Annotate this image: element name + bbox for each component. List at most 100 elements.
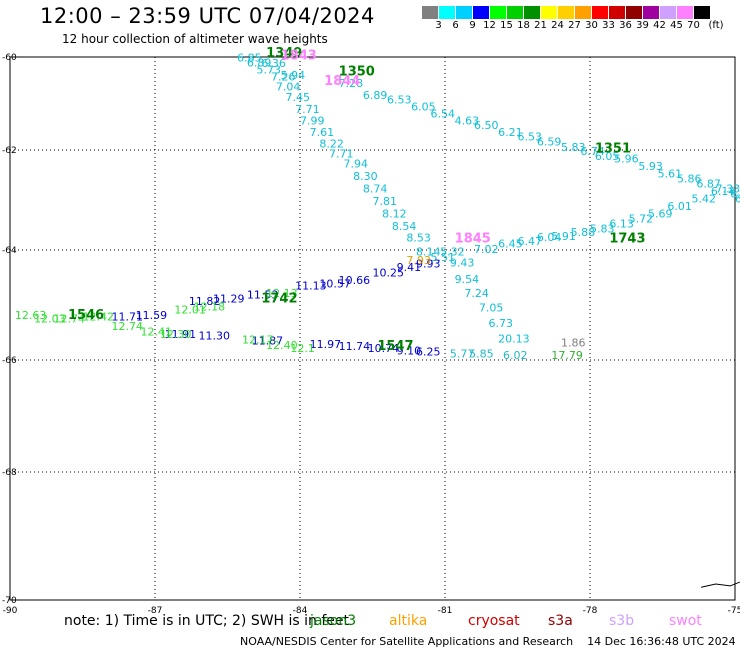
wave-height-value: 6.36	[261, 57, 286, 70]
wave-height-value: 5.94	[281, 69, 306, 82]
wave-height-value: 17.79	[551, 349, 583, 362]
wave-height-value: 10.25	[373, 266, 405, 279]
wave-height-value: 12.40	[266, 339, 298, 352]
pass-time-label: 1843	[281, 48, 317, 63]
x-tick-label: -81	[438, 606, 453, 616]
wave-height-value: 5.85	[469, 347, 494, 360]
wave-height-value: 9.43	[450, 257, 475, 270]
legend-value: 39	[636, 20, 649, 31]
legend-labels: 3 6 9 12 15 18 21 24 27 30 33 36 39 42 45 70 (ft)	[422, 19, 723, 33]
y-tick-label: -68	[2, 468, 17, 478]
wave-height-value: 6.50	[474, 119, 499, 132]
satellite-label: swot	[669, 613, 702, 629]
wave-height-value: 12.41	[141, 325, 173, 338]
wave-height-value: 11.13	[295, 280, 327, 293]
legend-swatch	[677, 6, 694, 19]
pass-time-label: 1743	[609, 232, 645, 247]
wave-height-value: 5.88	[571, 226, 596, 239]
legend-value: 21	[534, 20, 547, 31]
wave-height-value: 6.47	[518, 235, 543, 248]
wave-height-value: 7.93	[406, 254, 431, 267]
satellite-label: jason3	[310, 613, 357, 629]
legend-value: 27	[568, 20, 581, 31]
y-tick-label: -64	[2, 246, 17, 256]
pass-time-label: 1546	[68, 308, 104, 323]
wave-height-value: 7.71	[295, 103, 320, 116]
wave-height-value: 6.05	[595, 150, 620, 163]
wave-height-value: 5.69	[648, 208, 673, 221]
legend-value: 45	[670, 20, 683, 31]
wave-height-value: 11.59	[136, 309, 168, 322]
legend-value: 9	[469, 20, 476, 31]
legend-swatch	[575, 6, 592, 19]
wave-height-value: 7.81	[373, 195, 398, 208]
wave-height-value: 4.63	[455, 114, 480, 127]
page-subtitle: 12 hour collection of altimeter wave hei…	[62, 32, 328, 46]
pass-time-label: 1350	[339, 65, 375, 80]
wave-height-value: 8.30	[353, 170, 378, 183]
wave-height-value: 6.74	[580, 145, 605, 158]
legend-value: 15	[500, 20, 513, 31]
wave-height-value: 8.53	[406, 232, 431, 245]
wave-height-value: 7.24	[464, 287, 489, 300]
y-tick-label: -66	[2, 356, 17, 366]
wave-height-value: 7.26	[271, 70, 296, 83]
wave-height-value: 6.25	[416, 346, 441, 359]
legend-swatch	[524, 6, 541, 19]
satellite-label: s3b	[609, 613, 635, 629]
legend-value: 70	[687, 20, 700, 31]
wave-height-value: 11.97	[310, 338, 342, 351]
wave-height-value: 6.0	[735, 193, 740, 206]
wave-height-value: 9.41	[397, 261, 422, 274]
wave-height-value: 6.87	[696, 178, 721, 191]
wave-height-value: 6.13	[609, 218, 634, 231]
wave-height-value: 12.74	[54, 313, 86, 326]
wave-height-value: 7.33	[716, 183, 740, 196]
pass-time-label: 1845	[455, 232, 491, 247]
map-frame	[9, 56, 736, 601]
wave-height-value: 5.32	[440, 246, 465, 259]
satellite-label: cryosat	[468, 613, 520, 629]
wave-height-value: 5.93	[638, 160, 663, 173]
wave-height-value: 6.02	[503, 349, 528, 362]
wave-height-value: 5.73	[257, 63, 282, 76]
legend-value: 3	[435, 20, 442, 31]
wave-height-value: 6.54	[431, 107, 456, 120]
x-tick-label: -75	[728, 606, 740, 616]
x-tick-label: -78	[583, 606, 598, 616]
legend-swatch	[490, 6, 507, 19]
wave-height-value: 5.83	[561, 141, 586, 154]
wave-height-value: 11.91	[165, 328, 197, 341]
footer-credit: NOAA/NESDIS Center for Satellite Applica…	[240, 635, 736, 648]
axis-ticks: -90 -87 -84 -81 -78 -75 -60 -62 -64 -66 -68 -70	[2, 53, 740, 616]
legend-swatch	[643, 6, 660, 19]
legend-swatch	[507, 6, 524, 19]
pass-time-label: 1349	[266, 46, 302, 61]
wave-height-value: 5.86	[677, 173, 702, 186]
wave-height-value: 5.72	[629, 213, 654, 226]
legend-unit: (ft)	[708, 20, 724, 31]
wave-height-value: 12.17	[242, 334, 274, 347]
wave-height-value: 1.86	[561, 336, 586, 349]
color-legend: 3 6 9 12 15 18 21 24 27 30 33 36 39 42 45 70 (ft)	[422, 6, 724, 33]
pass-time-label: 1351	[595, 142, 631, 157]
wave-height-value: 12.13	[266, 287, 298, 300]
wave-height-value: 10.57	[319, 277, 351, 290]
pass-time-label: 1547	[377, 339, 413, 354]
page-title: 12:00 – 23:59 UTC 07/04/2024	[40, 4, 375, 28]
y-tick-label: -62	[2, 146, 17, 156]
x-tick-label: -90	[3, 606, 18, 616]
wave-height-value: 6.89	[363, 89, 388, 102]
wave-height-value: 12.30	[160, 328, 192, 341]
wave-height-value: 6.73	[489, 317, 514, 330]
legend-swatch	[473, 6, 490, 19]
credit-timestamp: 14 Dec 16:36:48 UTC 2024	[587, 635, 736, 648]
map-grid	[10, 57, 735, 600]
wave-height-value: 6.05	[411, 100, 436, 113]
wave-height-value: 10.66	[339, 274, 371, 287]
wave-height-value: 12.74	[112, 320, 144, 333]
wave-height-value: 12.03	[34, 313, 66, 326]
wave-height-value: 11.71	[112, 310, 144, 323]
